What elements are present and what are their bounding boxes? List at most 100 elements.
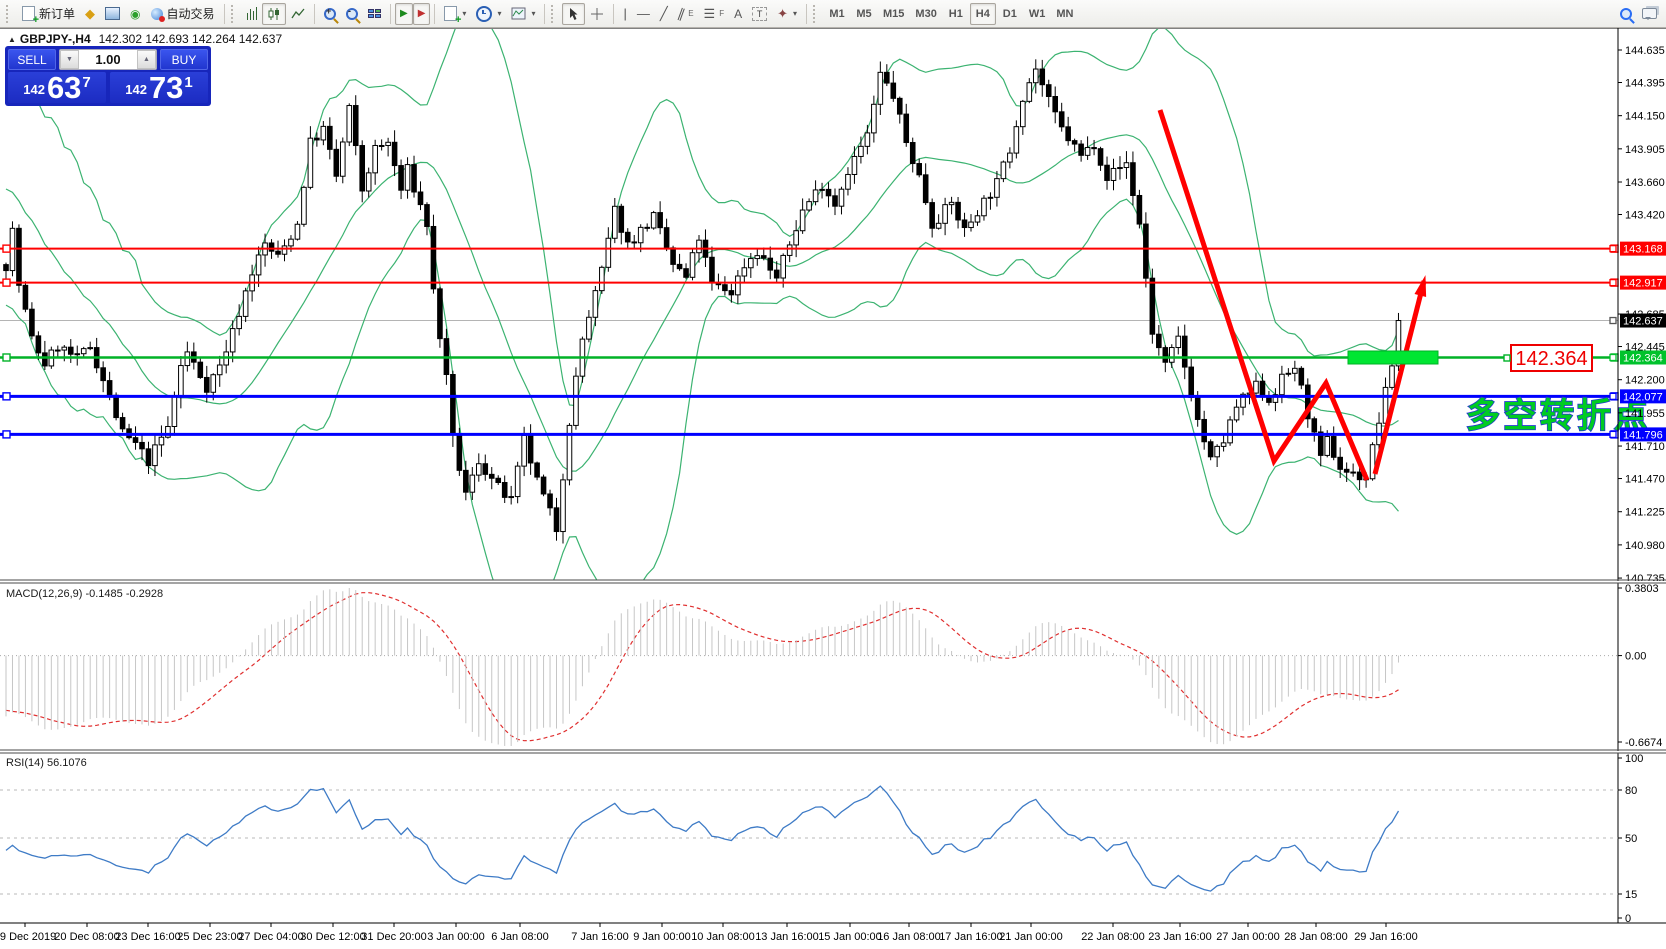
tf-M30[interactable]: M30: [910, 3, 941, 25]
tf-D1[interactable]: D1: [997, 3, 1023, 25]
equidistant-channel-button[interactable]: ∥ E: [673, 3, 699, 25]
volume-value[interactable]: 1.00: [95, 52, 121, 67]
crosshair-button[interactable]: [585, 3, 609, 25]
volume-down-button[interactable]: ▼: [60, 50, 79, 69]
highlight-zone-rect[interactable]: [1347, 350, 1439, 365]
signal-icon: ◉: [130, 6, 141, 21]
tf-MN[interactable]: MN: [1051, 3, 1078, 25]
tf-W1[interactable]: W1: [1024, 3, 1051, 25]
symbol-period-label: GBPJPY-,H4: [19, 32, 91, 46]
tf-M1[interactable]: M1: [824, 3, 850, 25]
time-tick-label: 23 Jan 16:00: [1148, 931, 1212, 943]
candlestick-icon: [268, 7, 280, 20]
news-signal-button[interactable]: ◉: [125, 3, 145, 25]
zoom-out-button[interactable]: -: [341, 3, 363, 25]
templates-button[interactable]: ▾: [506, 3, 540, 25]
autotrading-button[interactable]: 自动交易: [146, 3, 220, 25]
axis-price-marker-text: 143.168: [1623, 244, 1663, 256]
new-order-icon: +: [22, 6, 39, 26]
metaeditor-button[interactable]: ◆: [80, 3, 100, 25]
bar-chart-button[interactable]: [242, 3, 263, 25]
hline-handle[interactable]: [2, 392, 11, 401]
fibonacci-icon: ☰: [703, 5, 716, 21]
cursor-icon: [570, 7, 578, 20]
zoom-in-button[interactable]: +: [319, 3, 341, 25]
axis-price-marker: [1620, 389, 1666, 404]
axis-price-marker: [1620, 241, 1666, 256]
toolbar: + 新订单 ◆ ◉ 自动交易 + -: [0, 0, 1666, 28]
horizontal-line-button[interactable]: —: [632, 3, 655, 25]
fibonacci-button[interactable]: ☰ F: [699, 3, 730, 25]
price-tick-label: 144.395: [1625, 77, 1665, 89]
text-label-button[interactable]: T: [747, 3, 772, 25]
chart-shift-button[interactable]: ▶: [412, 2, 431, 25]
chart-shift-icon: ▶: [417, 8, 426, 19]
hline-handle[interactable]: [2, 430, 11, 439]
chat-icon: [1642, 8, 1657, 20]
splitter-main-macd[interactable]: [0, 579, 1666, 584]
macd-axis-label: -0.6674: [1625, 737, 1662, 749]
price-tick-label: 143.660: [1625, 177, 1665, 189]
candlestick-chart-button[interactable]: [262, 2, 287, 25]
toolbar-grip[interactable]: [551, 4, 558, 23]
tf-M15[interactable]: M15: [878, 3, 909, 25]
time-tick-label: 29 Jan 16:00: [1354, 931, 1418, 943]
chat-button[interactable]: [1637, 3, 1662, 25]
channel-sub-label: E: [688, 9, 694, 18]
tf-H1[interactable]: H1: [943, 3, 969, 25]
tf-H4[interactable]: H4: [969, 2, 996, 25]
up-arrow-line[interactable]: [1372, 280, 1427, 475]
tf-M5[interactable]: M5: [851, 3, 877, 25]
sell-price-prefix: 142: [23, 82, 45, 97]
cursor-button[interactable]: [562, 2, 586, 25]
volume-up-button[interactable]: ▲: [137, 50, 156, 69]
terminal-window-button[interactable]: [100, 3, 125, 25]
buy-price[interactable]: 142 73 1: [110, 72, 208, 103]
buy-price-sup: 1: [184, 74, 193, 91]
price-axis[interactable]: 144.635 144.395 144.150 143.905 143.660 143.4…: [1609, 28, 1666, 923]
new-chart-button[interactable]: + ▾: [439, 3, 471, 26]
splitter-macd-rsi[interactable]: [0, 749, 1666, 754]
sell-price-big: 63: [46, 70, 82, 105]
search-button[interactable]: [1615, 3, 1637, 25]
trendline-button[interactable]: ╱: [655, 3, 673, 25]
toolbar-grip[interactable]: [6, 4, 13, 23]
hline-handle[interactable]: [1503, 354, 1511, 362]
template-icon: [511, 7, 526, 20]
auto-scroll-button[interactable]: ▶: [395, 2, 413, 25]
axis-price-marker-text: 142.637: [1623, 316, 1663, 328]
buy-button[interactable]: BUY: [160, 49, 208, 70]
toolbar-grip[interactable]: [230, 4, 238, 23]
collapse-icon[interactable]: ▲: [8, 35, 16, 44]
hline-handle[interactable]: [2, 353, 11, 362]
toolbar-grip[interactable]: [813, 4, 820, 23]
tile-windows-button[interactable]: [363, 3, 386, 25]
arrows-icon: ✦: [777, 5, 788, 21]
axis-price-marker-text: 142.364: [1623, 352, 1663, 364]
axis-price-marker: [1620, 313, 1666, 328]
vertical-line-button[interactable]: |: [618, 3, 631, 25]
time-tick-label: 30 Dec 12:00: [300, 931, 365, 943]
ohlc-values: 142.302 142.693 142.264 142.637: [98, 32, 283, 46]
hline-handle[interactable]: [2, 278, 11, 287]
time-tick-label: 23 Dec 16:00: [115, 931, 180, 943]
bar-chart-icon: [246, 7, 258, 20]
periods-button[interactable]: ▾: [471, 3, 506, 25]
price-tick-label: 140.980: [1625, 540, 1665, 552]
hline-handle[interactable]: [2, 244, 11, 253]
arrows-button[interactable]: ✦ ▾: [772, 3, 802, 25]
sell-button[interactable]: SELL: [8, 49, 56, 70]
text-button[interactable]: A: [729, 3, 747, 25]
rsi-axis-label: 100: [1625, 753, 1643, 765]
text-icon: A: [734, 6, 743, 21]
line-chart-button[interactable]: [286, 3, 310, 25]
new-order-button[interactable]: + 新订单: [17, 3, 80, 26]
zigzag-trend-line[interactable]: [1157, 109, 1370, 481]
price-tag-box[interactable]: [1510, 344, 1593, 372]
tile-windows-icon: [368, 9, 382, 18]
sell-price[interactable]: 142 63 7: [8, 72, 106, 103]
rsi-axis-label: 0: [1625, 913, 1631, 925]
price-tick-label: 142.200: [1625, 375, 1665, 387]
